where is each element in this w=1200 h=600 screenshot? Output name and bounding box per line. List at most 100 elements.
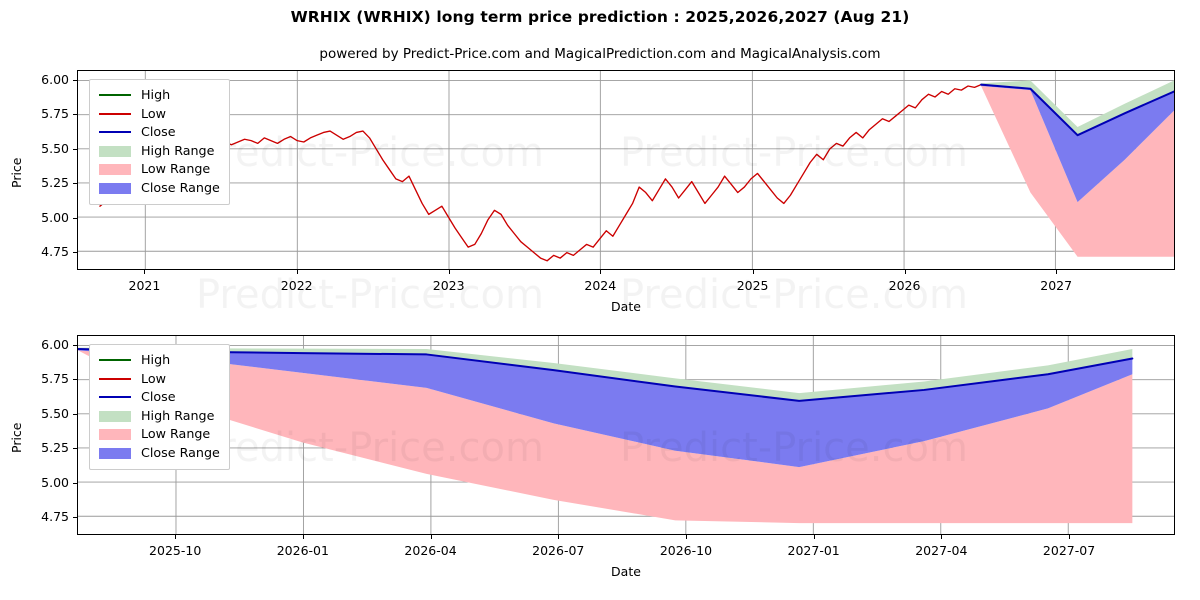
legend-label: Low [141, 370, 166, 386]
y-tick-label: 4.75 [41, 244, 69, 260]
legend-item-low-range[interactable]: Low Range [98, 160, 220, 179]
legend-item-high[interactable]: High [98, 86, 220, 105]
legend-swatch-high-range-icon [98, 145, 132, 158]
x-tick-mark [600, 270, 601, 274]
legend-item-high-range[interactable]: High Range [98, 142, 220, 161]
legend-swatch-low-icon [98, 372, 132, 385]
x-tick-mark [297, 270, 298, 274]
series-line-low [100, 116, 896, 261]
y-tick-mark [73, 218, 77, 219]
y-tick-mark [73, 149, 77, 150]
x-tick-label: 2025-10 [149, 543, 202, 558]
legend-item-high[interactable]: High [98, 351, 220, 370]
x-tick-label: 2026-10 [659, 543, 713, 558]
y-tick-mark [73, 80, 77, 81]
legend-label: High Range [141, 142, 215, 158]
x-tick-label: 2026 [888, 278, 921, 293]
legend-top: High Low Close High Range Low Range Close Ran… [89, 79, 230, 205]
legend-swatch-high-icon [98, 89, 132, 102]
legend-swatch-high-range-icon [98, 410, 132, 423]
x-tick-label: 2025 [736, 278, 769, 293]
legend-label: Close [141, 389, 176, 405]
legend-item-low[interactable]: Low [98, 105, 220, 124]
y-tick-label: 5.50 [41, 405, 69, 421]
y-tick-mark [73, 379, 77, 380]
y-tick-mark [73, 448, 77, 449]
x-tick-mark [303, 535, 304, 539]
legend-label: Close [141, 124, 176, 140]
y-tick-label: 5.00 [41, 474, 69, 490]
x-tick-label: 2026-04 [404, 543, 457, 558]
legend-bottom: High Low Close High Range Low Range Close Ran… [89, 344, 230, 470]
x-tick-mark [144, 270, 145, 274]
legend-swatch-close-icon [98, 126, 132, 139]
x-tick-mark [558, 535, 559, 539]
y-tick-label: 5.50 [41, 140, 69, 156]
x-tick-label: 2023 [432, 278, 465, 293]
legend-item-close[interactable]: Close [98, 123, 220, 142]
x-tick-mark [175, 535, 176, 539]
legend-label: Close Range [141, 444, 220, 460]
y-tick-mark [73, 414, 77, 415]
y-tick-mark [73, 114, 77, 115]
y-tick-mark [73, 252, 77, 253]
legend-item-low[interactable]: Low [98, 370, 220, 389]
x-tick-mark [941, 535, 942, 539]
y-tick-label: 5.25 [41, 175, 69, 191]
legend-swatch-low-icon [98, 107, 132, 120]
y-tick-label: 5.75 [41, 106, 69, 122]
y-tick-mark [73, 517, 77, 518]
price-forecast-chart [77, 335, 1175, 535]
series-line-close-forecast [981, 85, 1174, 136]
band-low-range [981, 86, 1174, 257]
series-line-low-continued [896, 85, 981, 116]
x-tick-label: 2027-01 [787, 543, 840, 558]
legend-swatch-close-icon [98, 391, 132, 404]
legend-item-high-range[interactable]: High Range [98, 407, 220, 426]
legend-swatch-low-range-icon [98, 163, 132, 176]
x-tick-label: 2024 [584, 278, 617, 293]
x-tick-mark [753, 270, 754, 274]
x-tick-label: 2026-07 [532, 543, 585, 558]
y-tick-mark [73, 345, 77, 346]
x-tick-mark [1069, 535, 1070, 539]
x-tick-mark [1056, 270, 1057, 274]
bottom-plot-area [78, 336, 1174, 534]
price-history-chart [77, 70, 1175, 270]
x-tick-mark [814, 535, 815, 539]
legend-label: High Range [141, 407, 215, 423]
legend-item-low-range[interactable]: Low Range [98, 425, 220, 444]
legend-swatch-close-range-icon [98, 447, 132, 460]
x-tick-mark [686, 535, 687, 539]
y-tick-mark [73, 183, 77, 184]
x-tick-mark [431, 535, 432, 539]
y-tick-label: 5.75 [41, 371, 69, 387]
band-low-range [78, 350, 1133, 524]
legend-label: Low [141, 105, 166, 121]
legend-label: High [141, 86, 171, 102]
legend-swatch-low-range-icon [98, 428, 132, 441]
y-tick-label: 6.00 [41, 336, 69, 352]
legend-item-close-range[interactable]: Close Range [98, 444, 220, 463]
y-tick-label: 4.75 [41, 509, 69, 525]
y-tick-label: 6.00 [41, 71, 69, 87]
legend-swatch-high-icon [98, 354, 132, 367]
chart-subtitle: powered by Predict-Price.com and Magical… [319, 46, 881, 62]
band-high-range [78, 347, 1133, 401]
legend-label: High [141, 351, 171, 367]
x-axis-label-bottom: Date [611, 564, 641, 579]
x-tick-label: 2021 [128, 278, 161, 293]
top-plot-area [78, 71, 1174, 269]
legend-item-close[interactable]: Close [98, 388, 220, 407]
y-tick-label: 5.00 [41, 209, 69, 225]
x-tick-label: 2027-04 [915, 543, 968, 558]
x-tick-label: 2022 [280, 278, 313, 293]
band-close-range [981, 84, 1174, 203]
x-tick-mark [449, 270, 450, 274]
legend-label: Close Range [141, 179, 220, 195]
legend-item-close-range[interactable]: Close Range [98, 179, 220, 198]
series-line-close-forecast [78, 349, 1132, 401]
x-axis-label-top: Date [611, 299, 641, 314]
legend-swatch-close-range-icon [98, 182, 132, 195]
y-tick-mark [73, 483, 77, 484]
